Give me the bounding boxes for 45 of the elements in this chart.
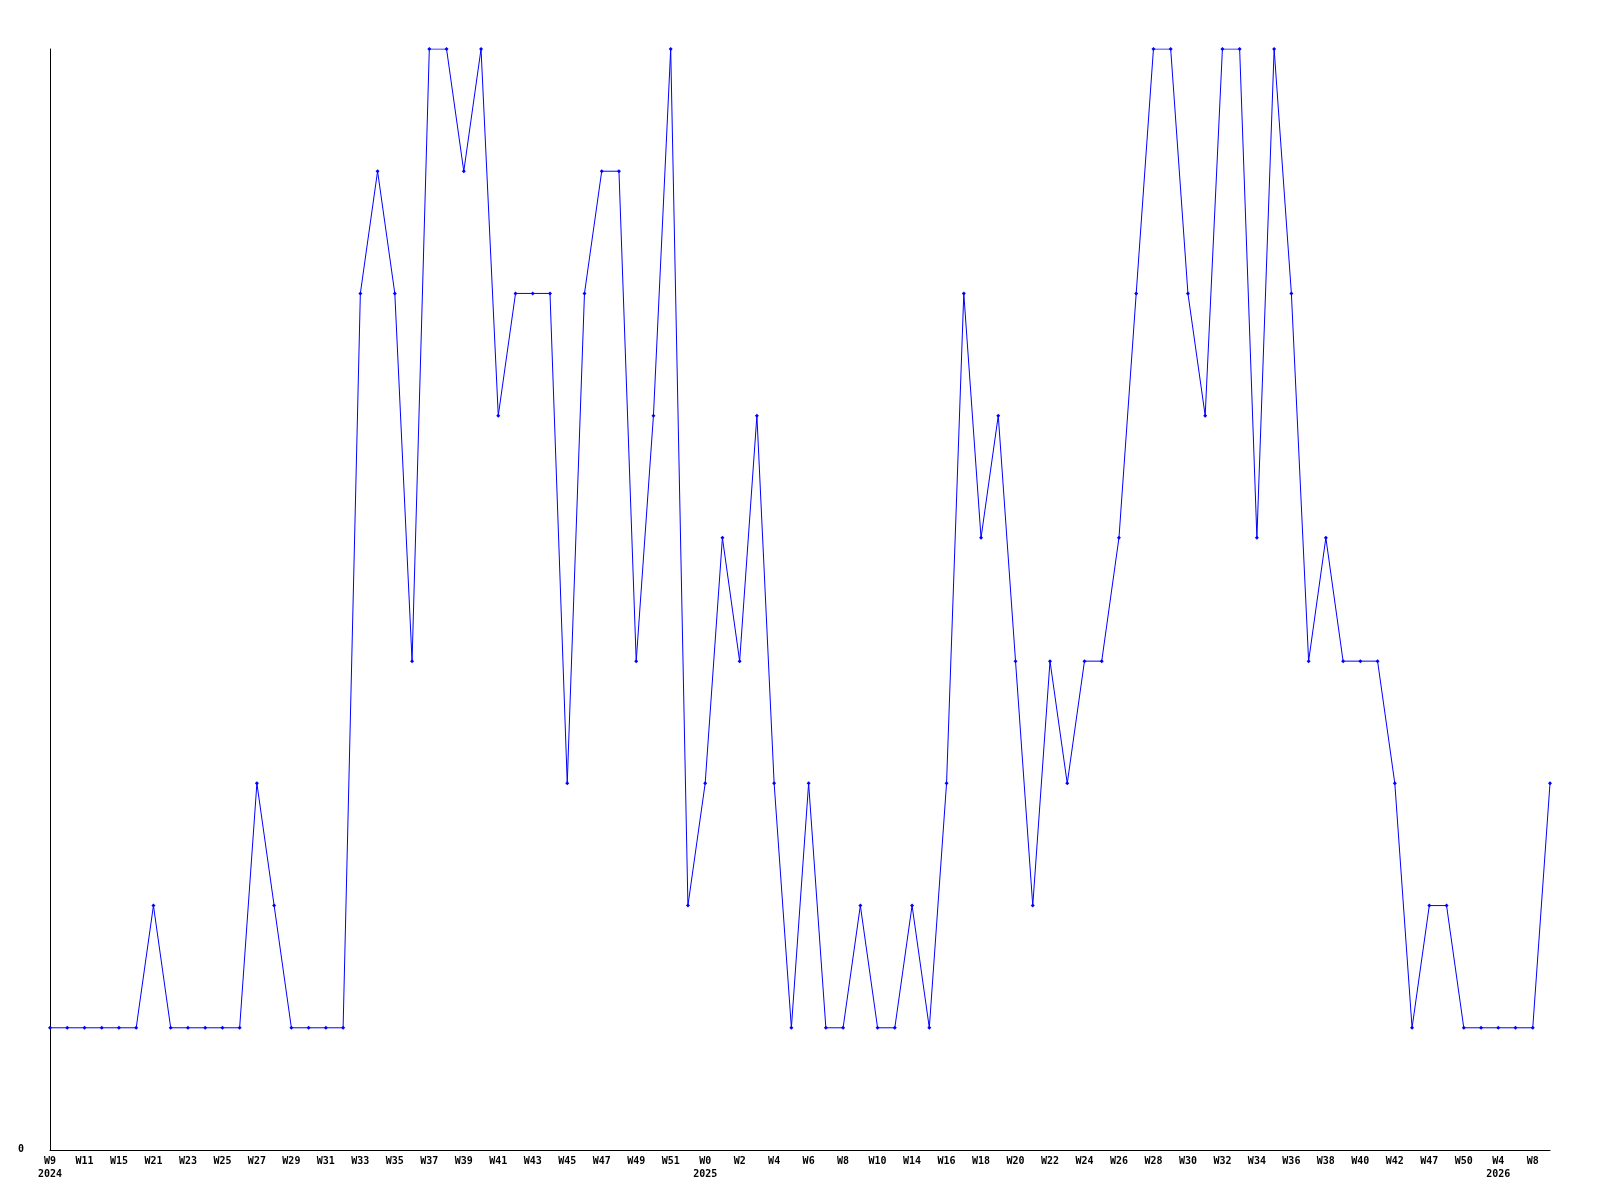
x-tick-label: W47 [1420,1155,1439,1166]
x-tick-label: W4 2026 [1486,1155,1511,1179]
x-tick-label: W31 [316,1155,335,1166]
x-tick-label: W33 [351,1155,370,1166]
x-tick-label: W8 [1526,1155,1539,1166]
x-tick-label: W10 [868,1155,887,1166]
x-tick-label: W26 [1109,1155,1128,1166]
x-tick-label: W35 [385,1155,404,1166]
x-tick-label: W9 2024 [37,1155,63,1179]
x-tick-label: W2 [733,1155,746,1166]
x-tick-label: W27 [247,1155,266,1166]
x-tick-label: W43 [523,1155,542,1166]
x-tick-label: W41 [489,1155,508,1166]
x-tick-label: W49 [627,1155,646,1166]
text: 0 [18,1142,25,1154]
x-tick-label: W42 [1385,1155,1404,1166]
x-tick-label: W29 [282,1155,301,1166]
x-tick-label: W45 [558,1155,577,1166]
x-tick-label: W8 [837,1155,850,1166]
x-tick-label: W51 [661,1155,680,1166]
x-tick-label: W14 [903,1155,922,1166]
x-tick-label: W38 [1316,1155,1335,1166]
x-tick-label: W0 2025 [693,1155,718,1179]
x-tick-label: W15 [109,1155,128,1166]
x-tick-label: W23 [178,1155,197,1166]
x-tick-label: W36 [1282,1155,1301,1166]
x-tick-label: W50 [1454,1155,1473,1166]
x-tick-label: W28 [1144,1155,1163,1166]
x-tick-label: W20 [1006,1155,1025,1166]
x-tick-label: W6 [802,1155,815,1166]
x-tick-label: W39 [454,1155,473,1166]
x-tick-label: W34 [1247,1155,1266,1166]
x-tick-label: W11 [75,1155,94,1166]
x-tick-label: W32 [1213,1155,1232,1166]
x-tick-label: W47 [592,1155,611,1166]
x-tick-label: W25 [213,1155,232,1166]
x-tick-label: W37 [420,1155,439,1166]
x-tick-label: W40 [1351,1155,1370,1166]
x-tick-label: W22 [1040,1155,1060,1166]
x-tick-label: W24 [1075,1155,1094,1166]
x-tick-label: W16 [937,1155,956,1166]
x-tick-label: W18 [972,1155,991,1166]
x-tick-label: W21 [144,1155,163,1166]
x-tick-label: W30 [1178,1155,1197,1166]
x-tick-label: W4 [768,1155,781,1166]
